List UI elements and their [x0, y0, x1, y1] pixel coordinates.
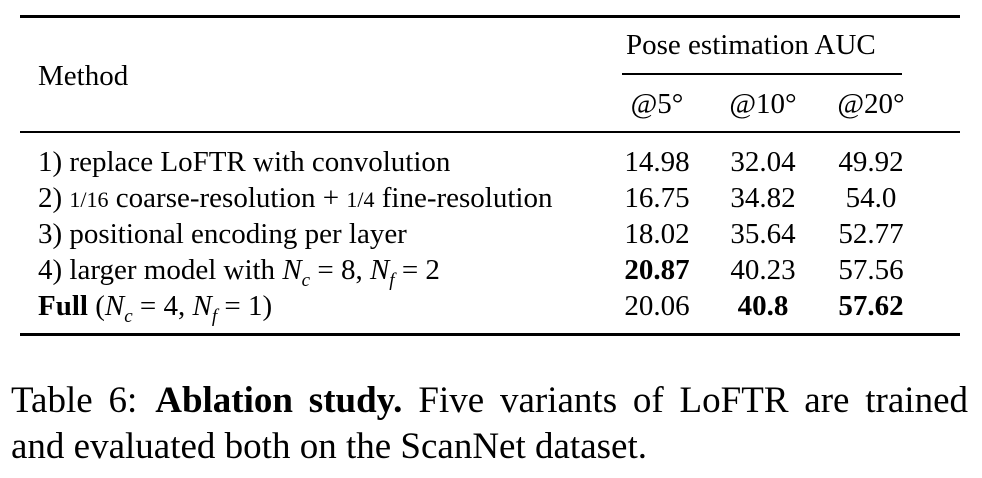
caption-label: Table 6:	[11, 380, 138, 421]
table-top-rule	[20, 15, 960, 18]
table-row-method: 2) 1/16 coarse-resolution + 1/4 fine-res…	[38, 182, 553, 214]
table-cell-auc5: 16.75	[624, 182, 690, 214]
table-cell-auc5: 14.98	[624, 146, 690, 178]
header-auc-5: @5°	[630, 88, 684, 120]
table-cell-auc10: 35.64	[730, 218, 796, 250]
table-cell-auc20: 54.0	[845, 182, 897, 214]
table-group-rule	[622, 73, 902, 75]
table-bottom-rule	[20, 333, 960, 336]
table-cell-auc20: 52.77	[838, 218, 904, 250]
table-cell-auc10: 40.8	[737, 290, 789, 322]
header-auc-20: @20°	[837, 88, 905, 120]
table-row-method: 1) replace LoFTR with convolution	[38, 146, 451, 178]
table-cell-auc10: 32.04	[730, 146, 796, 178]
header-auc-10: @10°	[729, 88, 797, 120]
table-cell-auc5: 20.87	[624, 254, 690, 286]
table-row-method: Full (Nc = 4, Nf = 1)	[38, 290, 273, 327]
table-row-method: 3) positional encoding per layer	[38, 218, 407, 250]
header-method: Method	[38, 60, 129, 92]
table-cell-auc20: 57.56	[838, 254, 904, 286]
table-cell-auc20: 57.62	[838, 290, 904, 322]
table-cell-auc10: 34.82	[730, 182, 796, 214]
caption-title: Ablation study.	[155, 380, 403, 421]
table-cell-auc5: 20.06	[624, 290, 690, 322]
header-pose-auc: Pose estimation AUC	[626, 29, 876, 61]
table-cell-auc5: 18.02	[624, 218, 690, 250]
table-cell-auc10: 40.23	[730, 254, 796, 286]
table-caption: Table 6: Ablation study. Five variants of …	[11, 378, 968, 470]
table-row-method: 4) larger model with Nc = 8, Nf = 2	[38, 254, 440, 291]
table-cell-auc20: 49.92	[838, 146, 904, 178]
caption-text: Five variants of LoFTR are trained and e…	[11, 380, 969, 467]
table-header-rule	[20, 131, 960, 133]
